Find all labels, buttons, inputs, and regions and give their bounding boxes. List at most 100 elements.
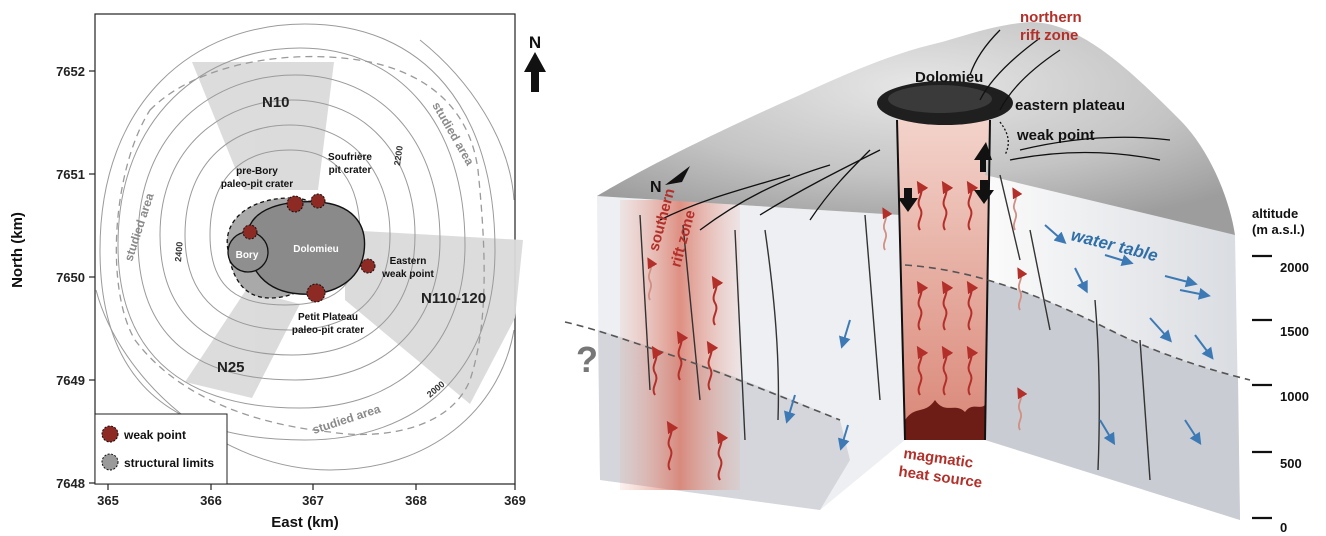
water-arrow (1099, 419, 1116, 446)
x-tick-label: 367 (302, 493, 324, 508)
contour-line (95, 289, 515, 471)
water-table-line (904, 264, 1251, 381)
craters (226, 193, 376, 303)
heat-arrow (1012, 187, 1023, 231)
heat-arrow (916, 280, 929, 331)
water-arrow (1044, 224, 1067, 244)
legend-box (94, 413, 228, 485)
water-arrow (1184, 419, 1202, 446)
block-north-arrow: N (650, 166, 690, 196)
heat-flow-arrows-faint (647, 187, 1028, 431)
petit-plateau-label: paleo-pit crater (292, 325, 364, 336)
map-north-arrow: N (524, 33, 546, 92)
contour-line (137, 74, 441, 381)
block-diagram: N ? northern rift zone Dolomieu eastern … (564, 9, 1309, 535)
heat-arrow (966, 180, 979, 231)
weak-point-block-label: weak point (1016, 127, 1095, 144)
dolomieu-crater-rim (888, 85, 992, 113)
heat-arrow (666, 420, 679, 471)
eastern-weak-point-label: Eastern (390, 256, 427, 267)
fault-line (659, 174, 791, 221)
zone-n10-label: N10 (262, 94, 290, 111)
fault-line (682, 224, 701, 401)
fault-line (999, 49, 1061, 111)
fault-line (809, 149, 871, 221)
petit-plateau-label: Petit Plateau (298, 312, 358, 323)
weak-point-marker (310, 193, 326, 209)
heat-arrow (711, 275, 724, 326)
legend-weak-point-icon (101, 425, 119, 443)
water-flow-arrows (784, 224, 1214, 451)
x-tick-label: 365 (97, 493, 119, 508)
water-arrow (1179, 287, 1211, 300)
y-axis-title: North (km) (9, 212, 26, 288)
water-arrow (839, 319, 851, 349)
block-north-arrow-icon (665, 166, 690, 185)
fault-line (1009, 151, 1161, 161)
fault-line (764, 229, 780, 421)
x-axis-title: East (km) (271, 514, 339, 531)
x-tick-label: 369 (504, 493, 526, 508)
legend-structural-limits-label: structural limits (124, 456, 214, 470)
fault-line (699, 164, 831, 231)
contour-line (117, 47, 466, 409)
contour-line (159, 99, 416, 356)
weak-point-marker (242, 224, 258, 240)
heat-arrow (1017, 387, 1028, 431)
fault-line (1139, 339, 1151, 481)
altitude-tick-label: 1500 (1280, 324, 1309, 339)
fault-line (1019, 136, 1171, 151)
heat-arrow (916, 345, 929, 396)
heat-arrow (676, 330, 689, 381)
northern-rift-label: rift zone (1020, 27, 1078, 44)
zone-n25-band (185, 290, 300, 398)
magmatic-heat-source (905, 400, 985, 440)
y-tick-label: 7652 (56, 64, 85, 79)
pre-bory-label: pre-Bory (236, 166, 278, 177)
x-tick-label: 368 (405, 493, 427, 508)
bory-label: Bory (236, 250, 259, 261)
fault-line (639, 214, 651, 391)
zone-n110-label: N110-120 (421, 290, 486, 307)
heat-arrow (966, 280, 979, 331)
dolomieu-block-label: Dolomieu (915, 69, 983, 86)
weak-point-marker (286, 195, 304, 213)
map-legend: weak point structural limits (94, 413, 228, 485)
heat-arrow (882, 207, 893, 251)
slip-arrow-icon (974, 142, 992, 172)
altitude-tick-label: 0 (1280, 520, 1287, 535)
heat-arrow (706, 340, 719, 391)
water-arrow (1074, 267, 1088, 294)
heat-arrow (716, 430, 729, 481)
zone-n110-band (345, 230, 523, 404)
soufriere-label: pit crater (329, 165, 372, 176)
water-arrow (1194, 334, 1214, 360)
slip-arrow-icon (898, 188, 918, 212)
dolomieu-label: Dolomieu (293, 244, 339, 255)
northern-rift-label: northern (1020, 9, 1082, 26)
conduit-wall-left (896, 119, 906, 441)
slip-arrow-icon (974, 180, 994, 204)
unknown-extent-marker: ? (576, 339, 598, 380)
heat-arrow (966, 345, 979, 396)
contour-label: 2200 (392, 145, 405, 166)
x-tick-label: 366 (200, 493, 222, 508)
location-map: N10 N110-120 N25 studied area studied ar… (9, 13, 546, 531)
legend-structural-limits-icon (101, 453, 119, 471)
y-tick-label: 7649 (56, 373, 85, 388)
eastern-weak-point-label: weak point (381, 269, 434, 280)
heat-flow-arrows (651, 180, 979, 481)
pre-bory-label: paleo-pit crater (221, 179, 293, 190)
fault-line (1094, 299, 1100, 471)
fault-line (1029, 229, 1051, 331)
conduit-wall-right (984, 119, 991, 441)
heat-arrow (941, 280, 954, 331)
eastern-plateau-label: eastern plateau (1015, 97, 1125, 114)
block-north-label: N (650, 179, 662, 196)
studied-area-outline (115, 55, 485, 436)
fault-line (999, 121, 1009, 156)
water-arrow (1149, 317, 1173, 343)
altitude-scale (1252, 254, 1272, 520)
heat-arrow (651, 345, 664, 396)
